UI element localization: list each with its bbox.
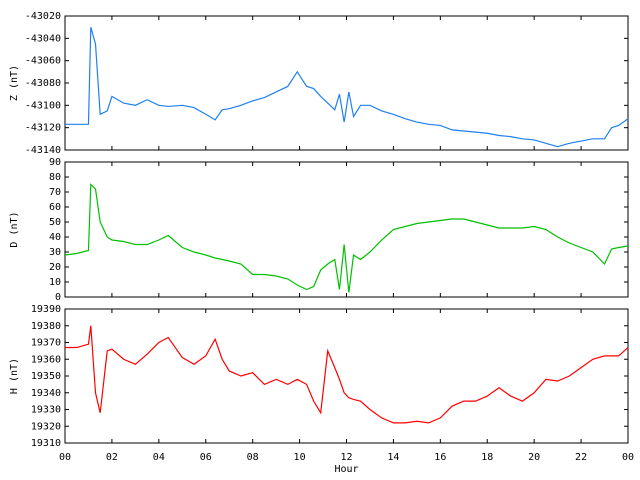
y-tick-label: 50	[49, 217, 61, 228]
x-tick-label: 10	[294, 452, 306, 463]
y-tick-label: 60	[49, 202, 61, 213]
y-tick-label: 19310	[31, 438, 61, 449]
x-tick-label: 16	[434, 452, 446, 463]
y-axis-label: Z (nT)	[9, 65, 20, 101]
plot-frame	[64, 15, 629, 151]
y-tick-label: 40	[49, 232, 61, 243]
x-tick-label: 12	[340, 452, 352, 463]
x-tick-label: 08	[247, 452, 259, 463]
y-tick-label: -43140	[25, 145, 61, 156]
data-line	[65, 27, 629, 148]
y-tick-label: 0	[55, 292, 61, 303]
y-tick-label: 80	[49, 172, 61, 183]
x-tick-label: 22	[575, 452, 587, 463]
y-tick-label: 20	[49, 262, 61, 273]
x-tick-label: 18	[481, 452, 493, 463]
y-tick-label: 19320	[31, 421, 61, 432]
y-tick-label: 19380	[31, 321, 61, 332]
y-tick-label: -43040	[25, 33, 61, 44]
y-tick-label: -43120	[25, 123, 61, 134]
x-tick-label: 00	[622, 452, 634, 463]
y-tick-label: 70	[49, 187, 61, 198]
y-tick-label: -43080	[25, 78, 61, 89]
y-tick-label: 19350	[31, 371, 61, 382]
y-tick-label: 30	[49, 247, 61, 258]
x-axis-label: Hour	[334, 464, 358, 475]
y-tick-label: -43060	[25, 56, 61, 67]
y-tick-label: 19340	[31, 388, 61, 399]
x-tick-label: 06	[200, 452, 212, 463]
data-line	[64, 183, 629, 293]
y-tick-label: 10	[49, 277, 61, 288]
y-axis-label: D (nT)	[9, 211, 20, 247]
y-tick-label: -43100	[25, 100, 61, 111]
y-tick-label: 19330	[31, 405, 61, 416]
data-line	[65, 325, 629, 424]
plot-frame	[64, 308, 629, 444]
y-tick-label: 19370	[31, 338, 61, 349]
x-tick-label: 14	[387, 452, 399, 463]
x-tick-label: 02	[106, 452, 118, 463]
x-tick-label: 04	[153, 452, 165, 463]
y-tick-label: 19390	[31, 304, 61, 315]
y-axis-label: H (nT)	[9, 358, 20, 394]
x-tick-label: 00	[59, 452, 71, 463]
x-tick-label: 20	[528, 452, 540, 463]
y-tick-label: 19360	[31, 354, 61, 365]
y-tick-label: 90	[49, 157, 61, 168]
y-tick-label: -43020	[25, 11, 61, 22]
